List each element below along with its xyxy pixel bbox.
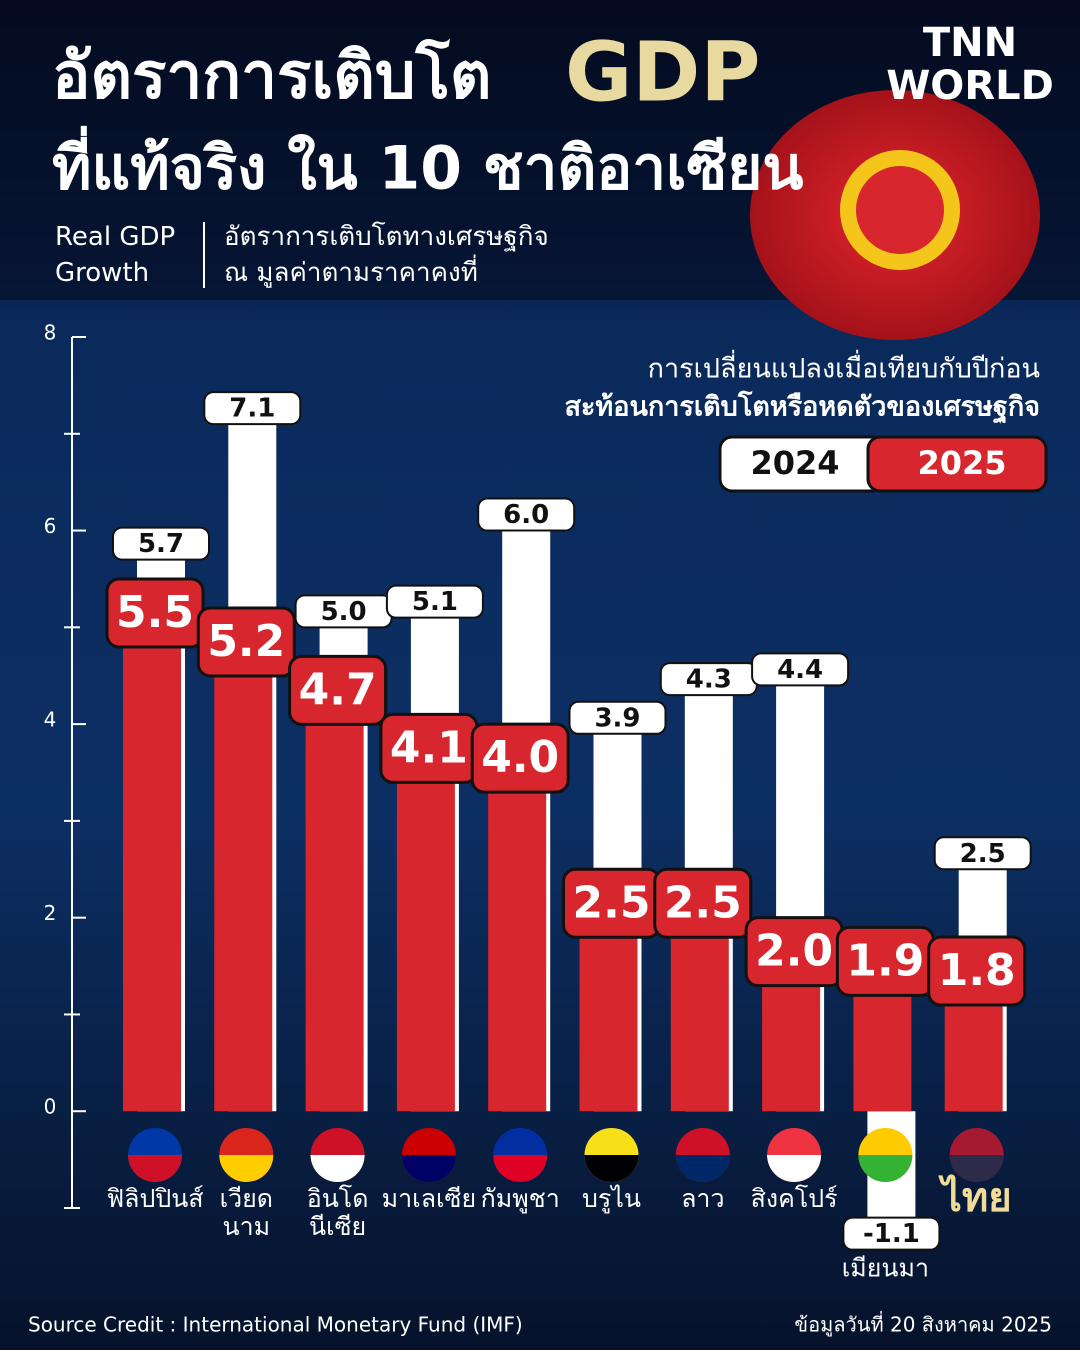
value-label: 5.5 bbox=[116, 587, 194, 638]
bar bbox=[123, 578, 181, 1112]
flag bbox=[767, 1155, 822, 1182]
logo: WORLD bbox=[886, 63, 1054, 109]
value-label-box bbox=[112, 526, 210, 561]
subtitle: อัตราการเติบโตทางเศรษฐกิจณ มูลค่าตามราคา… bbox=[224, 221, 549, 288]
value-label: 1.8 bbox=[938, 945, 1016, 996]
x-tick-label: มาเลเซีย bbox=[382, 1184, 477, 1213]
logo: TNN bbox=[923, 20, 1017, 66]
value-label-box bbox=[470, 722, 570, 794]
subtitle: Real GDP Growth bbox=[55, 222, 175, 288]
y-tick-label: 4 bbox=[44, 708, 57, 732]
legend-swatch bbox=[866, 435, 1048, 493]
value-label-box bbox=[927, 935, 1027, 1007]
x-tick-label: ลาว bbox=[681, 1184, 724, 1213]
value-label: 2.0 bbox=[755, 926, 833, 977]
bar bbox=[214, 607, 273, 1112]
x-tick-label: เมียนมา bbox=[842, 1254, 929, 1283]
value-label-box bbox=[288, 654, 388, 726]
value-label-box bbox=[385, 584, 484, 619]
y-tick-label: 0 bbox=[44, 1095, 57, 1119]
title-line2: ที่แท้จริง ใน 10 ชาติอาเซียน bbox=[52, 126, 803, 204]
flag bbox=[128, 1155, 182, 1182]
value-label: 4.3 bbox=[686, 665, 732, 695]
x-tick-label: สิงคโปร์ bbox=[751, 1184, 838, 1213]
y-tick-label: 2 bbox=[44, 901, 57, 925]
x-tick-label: เวียดนาม bbox=[220, 1184, 273, 1241]
flag bbox=[584, 1155, 639, 1182]
value-label: 5.1 bbox=[412, 587, 458, 617]
y-tick-label: 8 bbox=[44, 321, 57, 345]
flag bbox=[401, 1155, 456, 1182]
bar bbox=[305, 656, 364, 1112]
y-tick-label: 6 bbox=[44, 514, 57, 538]
value-label-box bbox=[751, 652, 850, 687]
value-label: 7.1 bbox=[229, 394, 275, 424]
legend-label: 2025 bbox=[917, 444, 1006, 482]
value-label-box bbox=[653, 867, 753, 939]
value-label: 2.5 bbox=[573, 877, 651, 928]
title-highlight: GDP bbox=[565, 25, 760, 120]
source: Source Credit : International Monetary F… bbox=[28, 1313, 523, 1337]
x-tick-label: ไทย bbox=[938, 1174, 1012, 1221]
value-label: 5.7 bbox=[138, 529, 184, 559]
value-label-box bbox=[568, 700, 667, 735]
value-label: 2.5 bbox=[664, 877, 742, 928]
value-label: 5.0 bbox=[321, 597, 367, 627]
flag bbox=[310, 1155, 365, 1182]
value-label-box bbox=[933, 836, 1032, 871]
flag bbox=[493, 1155, 548, 1182]
flag bbox=[949, 1155, 1004, 1182]
flag bbox=[219, 1155, 274, 1182]
plot: 0 2 4 6 8 5.7 5.5 ฟิลิปปินส์ 7.1 5.2 เวียดนาม 5.0 4.… bbox=[44, 321, 1032, 1283]
note: การเปลี่ยนแปลงเมื่อเทียบกับปีก่อน bbox=[648, 350, 1040, 385]
value-label: 5.2 bbox=[207, 616, 285, 667]
flag bbox=[675, 1155, 730, 1182]
value-label-box bbox=[842, 1216, 941, 1251]
flag bbox=[858, 1155, 913, 1182]
value-label: 4.1 bbox=[390, 722, 468, 773]
value-label: 3.9 bbox=[594, 703, 640, 733]
value-label-box bbox=[477, 497, 576, 532]
value-label: -1.1 bbox=[863, 1219, 920, 1249]
x-tick-label: อินโดนีเซีย bbox=[307, 1184, 369, 1241]
asean-flag bbox=[750, 90, 1040, 340]
date-note: ข้อมูลวันที่ 20 สิงหาคม 2025 bbox=[794, 1311, 1052, 1338]
x-tick-label: กัมพูชา bbox=[481, 1184, 560, 1214]
value-label: 4.7 bbox=[299, 664, 377, 715]
legend-label: 2024 bbox=[750, 444, 839, 482]
x-tick-label: บรูไน bbox=[582, 1184, 641, 1214]
value-label-box bbox=[196, 606, 296, 678]
note: สะท้อนการเติบโตหรือหดตัวของเศรษฐกิจ bbox=[564, 390, 1040, 425]
x-tick-label: ฟิลิปปินส์ bbox=[106, 1184, 203, 1213]
value-label: 4.0 bbox=[481, 732, 559, 783]
value-label-box bbox=[203, 391, 302, 426]
value-label: 2.5 bbox=[960, 839, 1006, 869]
value-label: 6.0 bbox=[503, 500, 549, 530]
value-label: 4.4 bbox=[777, 655, 823, 685]
title: อัตราการเติบโต bbox=[52, 38, 491, 114]
value-label: 1.9 bbox=[846, 935, 924, 986]
